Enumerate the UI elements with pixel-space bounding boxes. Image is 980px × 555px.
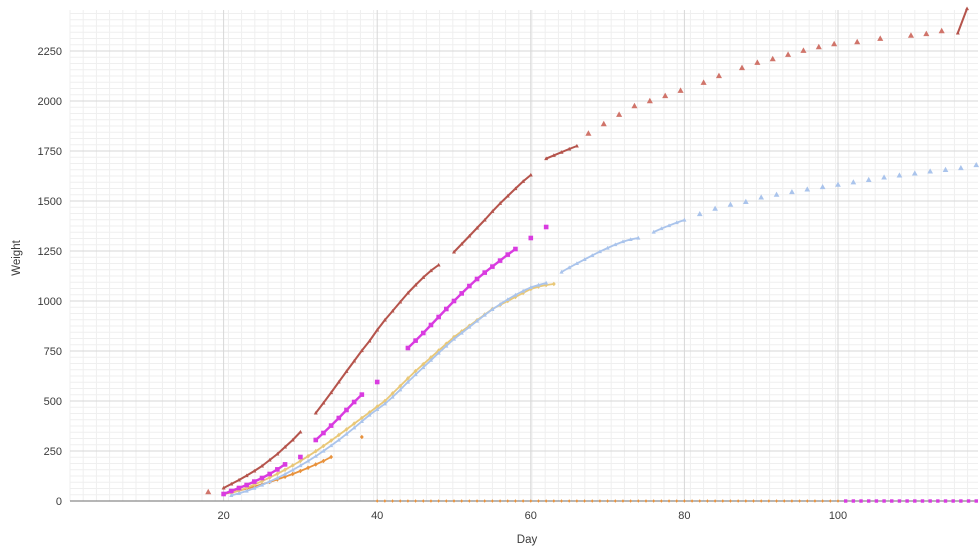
y-tick-label: 750: [44, 346, 62, 358]
series-salmon-scatter: [205, 27, 945, 495]
y-tick-label: 2000: [38, 96, 62, 108]
y-tick-label: 1000: [38, 296, 62, 308]
y-tick-label: 1500: [38, 196, 62, 208]
y-axis-title: Weight: [11, 239, 23, 275]
series-blue-line: [229, 217, 687, 497]
x-tick-label: 40: [371, 510, 383, 522]
y-tick-label: 250: [44, 446, 62, 458]
x-tick-label: 100: [829, 510, 847, 522]
series-layer: [205, 6, 980, 503]
x-axis-title: Day: [517, 534, 538, 546]
y-tick-label: 500: [44, 396, 62, 408]
gridlines-minor: [69, 10, 978, 501]
y-tick-label: 1750: [38, 146, 62, 158]
axis-tick-labels: 0 250 500 750 1000 1250 1500 1750 2000 2250 20 40 60…: [38, 46, 848, 522]
series-blue-scatter: [696, 162, 980, 217]
y-tick-label: 2250: [38, 46, 62, 58]
y-tick-label: 0: [56, 496, 62, 508]
x-tick-label: 60: [525, 510, 537, 522]
y-tick-label: 1250: [38, 246, 62, 258]
series-red-line: [221, 6, 970, 490]
series-magenta-square: [221, 224, 978, 503]
x-tick-label: 80: [678, 510, 690, 522]
x-tick-label: 20: [217, 510, 229, 522]
gridlines-major: [70, 10, 978, 501]
